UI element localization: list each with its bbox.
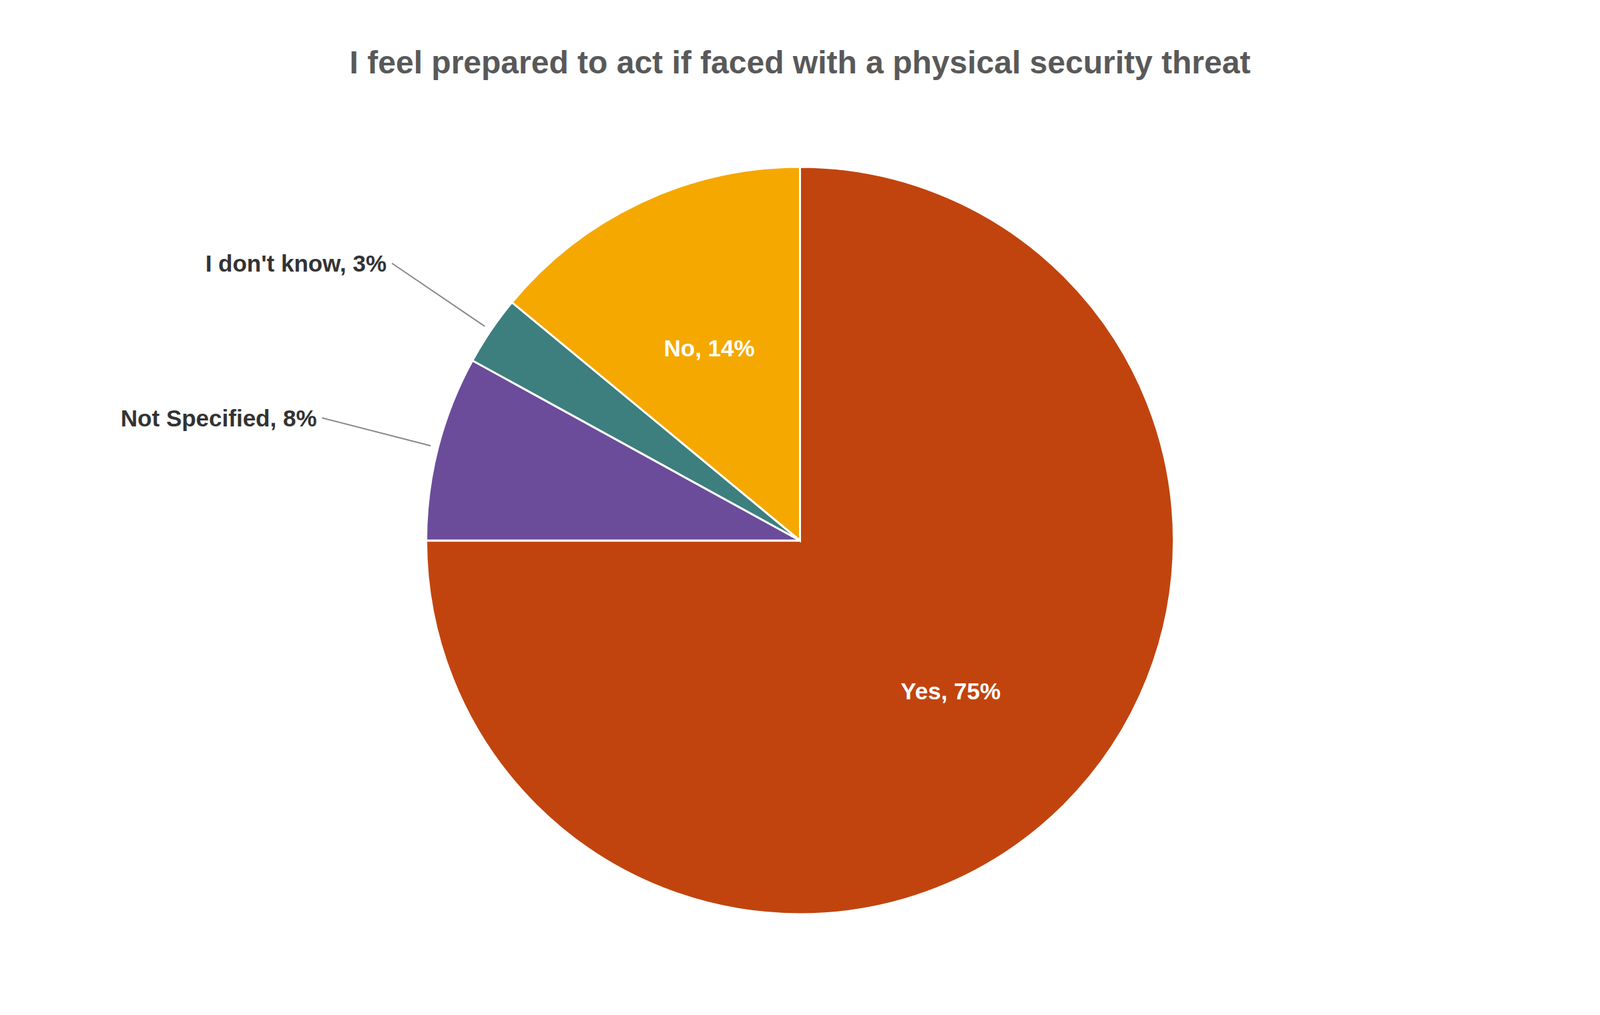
data-labels: Yes, 75% Not Specified, 8% I don't know, 3… <box>120 250 1001 705</box>
chart-container: I feel prepared to act if faced with a p… <box>0 0 1600 1015</box>
slices: YesNot SpecifiedI don't knowNo <box>426 166 1175 915</box>
data-label: Not Specified, 8% <box>120 405 318 432</box>
background <box>0 0 1600 1015</box>
leader-line <box>391 263 485 327</box>
title: I feel prepared to act if faced with a p… <box>349 44 1251 81</box>
pie-slice: Yes <box>426 166 1175 915</box>
data-label: Yes, 75% <box>900 678 1001 705</box>
data-label: No, 14% <box>664 335 755 362</box>
chart-svg: I feel prepared to act if faced with a p… <box>0 0 1600 1015</box>
data-label: I don't know, 3% <box>205 250 387 277</box>
pie-slice: No <box>511 166 800 541</box>
leader-line <box>322 417 432 446</box>
